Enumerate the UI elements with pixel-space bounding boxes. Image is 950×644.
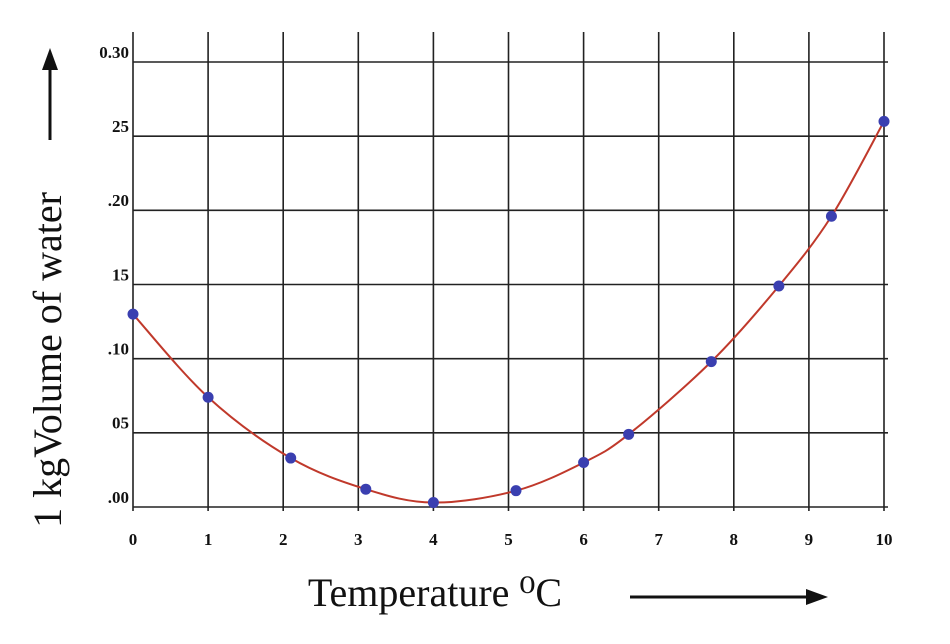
x-tick-label: 0	[129, 530, 138, 549]
data-point	[427, 497, 439, 509]
x-axis-title: Temperature ⁰C	[308, 570, 562, 615]
y-tick-label: .00	[108, 488, 129, 507]
x-tick-label: 7	[654, 530, 663, 549]
y-axis-title: 1 kgVolume of water	[25, 192, 70, 528]
x-tick-label: 9	[805, 530, 814, 549]
x-tick-label: 10	[876, 530, 893, 549]
x-tick-label: 2	[279, 530, 288, 549]
data-point	[623, 428, 635, 440]
data-point	[878, 115, 890, 127]
data-line	[132, 120, 885, 504]
y-tick-label: 05	[112, 414, 129, 433]
y-tick-label: 15	[112, 265, 129, 284]
y-tick-label: 0.30	[99, 43, 129, 62]
y-tick-label: .20	[108, 191, 129, 210]
x-tick-label: 5	[504, 530, 513, 549]
data-point	[510, 485, 522, 497]
data-point	[705, 356, 717, 368]
data-point	[202, 391, 214, 403]
x-tick-label: 1	[204, 530, 213, 549]
y-arrow-head	[42, 48, 58, 70]
data-point	[285, 452, 297, 464]
y-tick-label: 25	[112, 117, 129, 136]
data-point	[360, 483, 372, 495]
x-tick-label: 6	[579, 530, 588, 549]
data-point	[825, 210, 837, 222]
data-point	[578, 457, 590, 468]
x-tick-label: 3	[354, 530, 363, 549]
data-point	[773, 280, 785, 292]
x-arrow-head	[806, 589, 828, 605]
data-point	[127, 308, 139, 320]
x-tick-label: 8	[730, 530, 739, 549]
y-tick-label: .10	[108, 340, 129, 359]
x-tick-label: 4	[429, 530, 438, 549]
